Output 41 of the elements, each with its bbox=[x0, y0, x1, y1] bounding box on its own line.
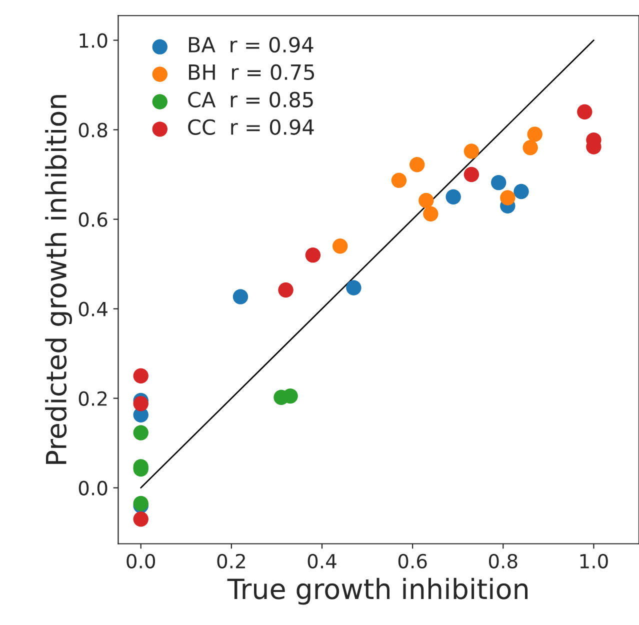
x-tick-label: 1.0 bbox=[580, 554, 608, 569]
legend-label: CA r = 0.85 bbox=[188, 92, 313, 108]
point bbox=[391, 172, 407, 188]
y-tick-label: 0.4 bbox=[78, 302, 108, 316]
point bbox=[500, 190, 516, 206]
point bbox=[409, 157, 425, 172]
point bbox=[464, 144, 480, 159]
point bbox=[133, 425, 148, 440]
y-tick-label: 0.0 bbox=[78, 480, 108, 496]
point bbox=[418, 192, 434, 208]
point bbox=[446, 189, 461, 204]
point bbox=[423, 206, 438, 222]
y-tick-label: 0.6 bbox=[78, 212, 108, 227]
point bbox=[305, 247, 321, 263]
point bbox=[133, 512, 148, 527]
point bbox=[282, 388, 298, 404]
legend-label: BA r = 0.94 bbox=[189, 36, 314, 53]
point bbox=[278, 282, 294, 298]
point bbox=[527, 126, 542, 142]
point bbox=[522, 140, 538, 156]
x-tick-label: 0.0 bbox=[126, 554, 156, 569]
x-tick-label: 0.2 bbox=[217, 554, 245, 569]
x-tick-label: 0.8 bbox=[488, 554, 518, 569]
x-tick-label: 0.4 bbox=[308, 554, 336, 569]
point bbox=[346, 280, 362, 296]
point bbox=[577, 104, 592, 120]
point bbox=[464, 166, 480, 182]
x-axis-title: True growth inhibition bbox=[227, 578, 528, 605]
x-tick-label: 0.6 bbox=[398, 554, 427, 569]
point bbox=[514, 184, 529, 200]
y-tick-label: 0.2 bbox=[78, 391, 107, 406]
y-axis-title: Predicted growth inhibition bbox=[45, 95, 72, 464]
legend-label: CC r = 0.94 bbox=[188, 119, 314, 135]
point bbox=[133, 368, 148, 384]
point bbox=[491, 174, 506, 190]
y-tick-label: 0.8 bbox=[78, 122, 108, 138]
y-tick-label: 1.0 bbox=[80, 33, 108, 48]
point bbox=[133, 396, 148, 412]
point bbox=[332, 238, 348, 254]
point bbox=[232, 289, 248, 304]
legend-label: BH r = 0.75 bbox=[189, 64, 314, 80]
